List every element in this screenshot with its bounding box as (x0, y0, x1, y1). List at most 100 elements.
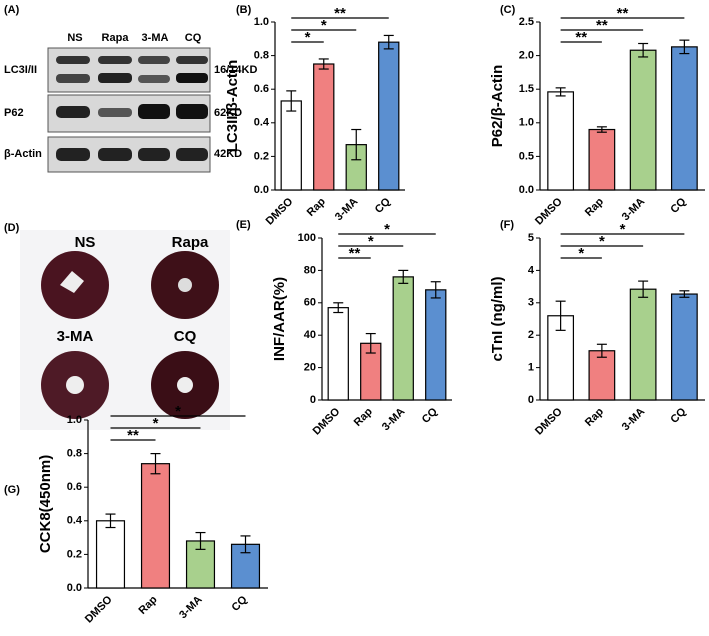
x-tick-label: CQ (668, 195, 688, 215)
row-label: P62 (4, 107, 24, 119)
row-size: 42KD (214, 148, 242, 160)
y-tick-label: 0.5 (519, 150, 534, 162)
y-tick-label: 0.8 (254, 50, 269, 62)
y-tick-label: 1.0 (67, 414, 82, 426)
error-bar (286, 90, 297, 112)
x-tick-label: CQ (230, 593, 250, 613)
x-tick-label: Rap (305, 195, 328, 218)
error-bar (638, 280, 649, 298)
y-tick-label: 0 (528, 394, 534, 406)
panel-label: (F) (500, 219, 514, 231)
significance-label: ** (617, 5, 629, 22)
blot (47, 47, 211, 173)
y-tick-label: 4 (528, 264, 535, 276)
row-size: 16/14KD (214, 64, 257, 76)
error-bar (430, 281, 441, 299)
significance-label: * (384, 221, 390, 238)
bar (327, 307, 349, 401)
error-bar (555, 300, 566, 331)
bar (392, 276, 414, 401)
y-tick-label: 60 (304, 297, 316, 309)
significance-label: * (620, 221, 626, 238)
error-bar (333, 302, 344, 314)
x-tick-label: Rap (352, 405, 375, 428)
row-size: 62KD (214, 107, 242, 119)
x-tick-label: DMSO (264, 195, 296, 227)
y-tick-label: 0 (310, 394, 316, 406)
x-tick-label: DMSO (311, 405, 343, 437)
error-bar (240, 535, 251, 554)
y-tick-label: 100 (298, 232, 316, 244)
error-bar (679, 290, 690, 298)
bar (140, 463, 171, 589)
y-tick-label: 20 (304, 362, 316, 374)
lane-label: 3-MA (142, 32, 169, 44)
y-tick-label: 0.0 (254, 184, 269, 196)
x-tick-label: DMSO (533, 405, 565, 437)
heart-label: NS (75, 234, 96, 251)
y-tick-label: 0.4 (67, 515, 83, 527)
y-axis-label: CCK8(450nm) (37, 455, 54, 553)
x-tick-label: 3-MA (620, 196, 648, 224)
panel-label: (A) (4, 4, 20, 16)
y-tick-label: 0.4 (254, 117, 270, 129)
significance-label: ** (127, 427, 139, 444)
y-tick-label: 0.8 (67, 448, 82, 460)
y-axis-label: INF/AAR(%) (271, 277, 288, 361)
significance-label: * (321, 17, 327, 34)
y-axis-label: LC3II/β-Actin (224, 60, 241, 153)
panel-label: (G) (4, 484, 20, 496)
bar (670, 46, 698, 191)
row-label: β-Actin (4, 148, 42, 160)
heart-label: Rapa (172, 234, 209, 251)
y-tick-label: 1.0 (254, 16, 269, 28)
significance-label: * (153, 415, 159, 432)
bar (588, 128, 616, 191)
lane-label: Rapa (102, 32, 130, 44)
bar (670, 293, 698, 401)
significance-label: * (578, 245, 584, 262)
x-tick-label: Rap (136, 593, 159, 616)
x-tick-label: CQ (420, 405, 440, 425)
panel-label: (B) (236, 4, 252, 16)
lane-label: NS (67, 32, 82, 44)
y-tick-label: 0.6 (67, 481, 82, 493)
error-bar (150, 453, 161, 475)
error-bar (318, 58, 329, 70)
significance-label: ** (334, 5, 346, 22)
bar (547, 91, 575, 191)
error-bar (596, 126, 607, 133)
significance-label: * (599, 233, 605, 250)
bar (588, 350, 616, 401)
y-tick-label: 2 (528, 329, 534, 341)
y-tick-label: 5 (528, 232, 534, 244)
row-label: LC3I/II (4, 64, 37, 76)
panel-label: (C) (500, 4, 516, 16)
significance-label: * (175, 403, 181, 420)
error-bar (365, 332, 376, 354)
y-tick-label: 40 (304, 329, 316, 341)
error-bar (383, 34, 394, 50)
y-tick-label: 0.6 (254, 83, 269, 95)
error-bar (596, 343, 607, 358)
error-bar (555, 87, 566, 97)
significance-label: * (368, 233, 374, 250)
significance-label: ** (575, 29, 587, 46)
x-tick-label: DMSO (533, 195, 565, 227)
y-tick-label: 0.2 (67, 548, 82, 560)
significance-label: ** (596, 17, 608, 34)
bar (280, 100, 302, 191)
heart-label: 3-MA (57, 328, 94, 345)
heart-label: CQ (174, 328, 197, 345)
error-bar (638, 42, 649, 58)
bar (313, 63, 335, 191)
y-tick-label: 0.0 (519, 184, 534, 196)
y-tick-label: 2.5 (519, 16, 534, 28)
lane-label: CQ (185, 32, 202, 44)
y-tick-label: 1.0 (519, 117, 534, 129)
x-tick-label: CQ (668, 405, 688, 425)
y-tick-label: 0.2 (254, 150, 269, 162)
bar (629, 49, 657, 191)
x-tick-label: 3-MA (177, 594, 205, 622)
